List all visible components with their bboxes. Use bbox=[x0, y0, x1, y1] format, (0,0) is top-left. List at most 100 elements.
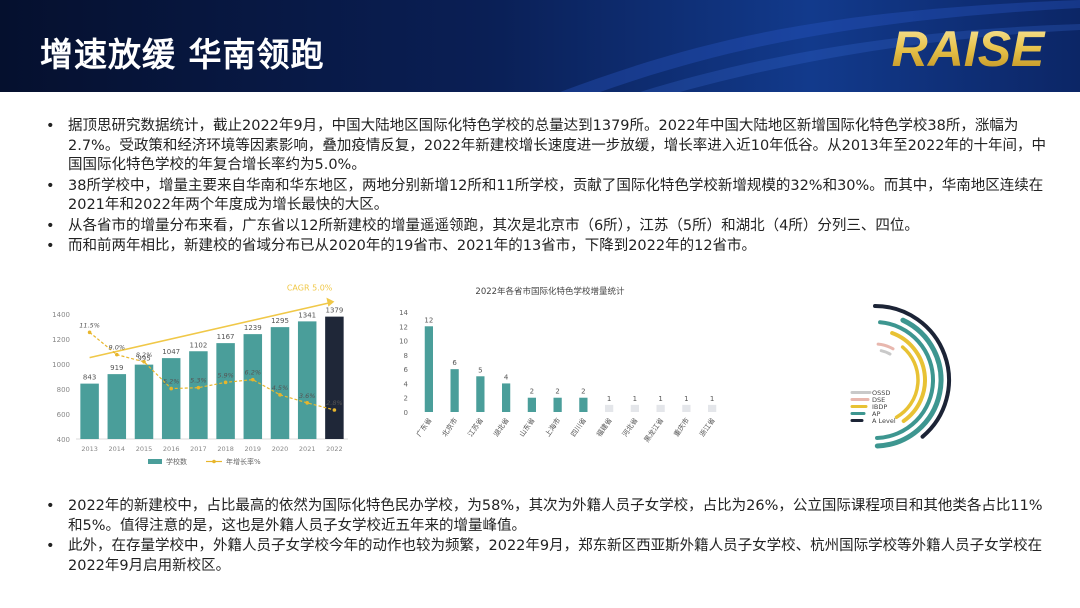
x-tick-label: 2017 bbox=[190, 445, 207, 453]
growth-rate-label: 3.6% bbox=[299, 392, 316, 400]
bar-value-label: 1 bbox=[710, 395, 714, 403]
bullet-item: 据顶思研究数据统计，截止2022年9月，中国大陆地区国际化特色学校的总量达到13… bbox=[40, 117, 1050, 176]
bar bbox=[270, 327, 290, 439]
bar-value-label: 1239 bbox=[244, 324, 262, 332]
legend-label: 年增长率% bbox=[226, 457, 261, 466]
bar-value-label: 6 bbox=[452, 359, 457, 367]
cagr-trend-line bbox=[89, 301, 331, 359]
bar bbox=[579, 397, 588, 412]
bar bbox=[553, 397, 562, 412]
bar-value-label: 5 bbox=[478, 366, 482, 374]
bar-value-label: 1 bbox=[607, 395, 611, 403]
province-increase-chart: 2022年各省市国际化特色学校增量统计0246810121412广东省6北京市5… bbox=[399, 286, 717, 444]
growth-rate-label: 5.9% bbox=[217, 371, 234, 379]
growth-rate-label: 2.8% bbox=[326, 399, 343, 407]
y-tick-label: 2 bbox=[404, 395, 408, 403]
bar bbox=[527, 397, 536, 412]
growth-rate-label: 9.0% bbox=[109, 344, 126, 352]
school-count-chart: 400 600 800 1000 1200 1400 843 2013 919 2014 995 20… bbox=[52, 284, 348, 466]
bar bbox=[243, 334, 263, 439]
bar bbox=[476, 376, 485, 412]
summary-bullets: 据顶思研究数据统计，截止2022年9月，中国大陆地区国际化特色学校的总量达到13… bbox=[40, 117, 1050, 258]
legend-swatch-bar bbox=[148, 459, 162, 464]
y-tick-label: 1200 bbox=[52, 336, 70, 344]
bar bbox=[682, 404, 691, 412]
bullet-item: 从各省市的增量分布来看，广东省以12所新建校的增量遥遥领跑，其次是北京市（6所）… bbox=[40, 217, 1050, 237]
raise-logo: RAISE bbox=[892, 21, 1046, 77]
legend-label: OSSD bbox=[872, 389, 890, 397]
curriculum-arc bbox=[876, 342, 895, 351]
x-tick-label: 重庆市 bbox=[672, 416, 691, 438]
bar bbox=[656, 404, 665, 412]
y-tick-label: 10 bbox=[399, 338, 408, 346]
growth-rate-label: 8.2% bbox=[136, 351, 153, 359]
bar-value-label: 1102 bbox=[189, 341, 207, 349]
y-tick-label: 8 bbox=[404, 352, 408, 360]
x-tick-label: 江苏省 bbox=[466, 416, 485, 438]
x-tick-label: 湖北省 bbox=[491, 416, 510, 438]
y-tick-label: 4 bbox=[404, 380, 409, 388]
bar bbox=[708, 404, 717, 412]
detail-bullets: 2022年的新建校中，占比最高的依然为国际化特色民办学校，为58%，其次为外籍人… bbox=[40, 497, 1050, 577]
cagr-label: CAGR 5.0% bbox=[287, 284, 333, 293]
x-tick-label: 福建省 bbox=[594, 416, 613, 438]
growth-rate-label: 5.2% bbox=[163, 378, 180, 386]
x-tick-label: 2014 bbox=[109, 445, 126, 453]
growth-rate-point bbox=[251, 377, 255, 382]
bar bbox=[630, 404, 639, 412]
legend-label: A Level bbox=[872, 417, 896, 425]
bar bbox=[161, 358, 181, 439]
legend-swatch-point bbox=[212, 459, 216, 464]
growth-rate-point bbox=[169, 386, 173, 391]
bar bbox=[424, 326, 433, 412]
growth-rate-line bbox=[89, 331, 335, 411]
x-tick-label: 上海市 bbox=[543, 416, 562, 438]
bar-value-label: 2 bbox=[555, 388, 559, 396]
x-tick-label: 2018 bbox=[217, 445, 234, 453]
curriculum-arc bbox=[874, 317, 944, 449]
x-tick-label: 河北省 bbox=[620, 416, 639, 438]
curriculum-arc bbox=[894, 345, 920, 419]
bullet-item: 而和前两年相比，新建校的省域分布已从2020年的19省市、2021年的13省市，… bbox=[40, 237, 1050, 257]
bar bbox=[502, 383, 511, 412]
bar-value-label: 995 bbox=[137, 355, 150, 363]
growth-rate-label: 5.3% bbox=[190, 377, 207, 385]
y-tick-label: 600 bbox=[57, 411, 70, 419]
legend-label: 学校数 bbox=[166, 457, 187, 466]
y-tick-label: 800 bbox=[57, 386, 70, 394]
growth-rate-point bbox=[142, 359, 146, 364]
x-tick-label: 2016 bbox=[163, 445, 180, 453]
bullet-item: 此外，在存量学校中，外籍人员子女学校今年的动作也较为频繁，2022年9月，郑东新… bbox=[40, 537, 1050, 576]
bar bbox=[107, 374, 127, 439]
x-tick-label: 广东省 bbox=[414, 416, 433, 438]
x-tick-label: 2021 bbox=[299, 445, 316, 453]
x-tick-label: 山东省 bbox=[517, 416, 536, 438]
growth-rate-point bbox=[87, 330, 92, 335]
bar bbox=[189, 351, 208, 439]
bar-value-label: 1 bbox=[658, 395, 662, 403]
bar-value-label: 12 bbox=[424, 316, 433, 324]
bar-value-label: 1295 bbox=[271, 317, 289, 325]
chart-title: 2022年各省市国际化特色学校增量统计 bbox=[475, 286, 625, 297]
growth-rate-label: 4.5% bbox=[272, 384, 289, 392]
growth-rate-point bbox=[115, 352, 119, 357]
bar-value-label: 1379 bbox=[325, 307, 343, 315]
growth-rate-point bbox=[278, 393, 282, 397]
bar-value-label: 1047 bbox=[162, 348, 180, 356]
legend-label: AP bbox=[872, 410, 880, 418]
header-swoosh-decoration bbox=[560, 0, 1080, 92]
curriculum-arc bbox=[875, 320, 935, 440]
y-tick-label: 1000 bbox=[52, 361, 70, 369]
bar bbox=[297, 321, 317, 439]
x-tick-label: 2013 bbox=[81, 445, 98, 453]
bar-value-label: 2 bbox=[530, 388, 534, 396]
x-tick-label: 2015 bbox=[136, 445, 153, 453]
y-tick-label: 0 bbox=[404, 409, 408, 417]
y-tick-label: 14 bbox=[399, 309, 408, 317]
curriculum-arc bbox=[879, 349, 892, 356]
bar-value-label: 1341 bbox=[298, 311, 316, 319]
page-title: 增速放缓 华南领跑 bbox=[40, 35, 325, 74]
bar bbox=[325, 316, 344, 439]
y-tick-label: 400 bbox=[57, 436, 70, 444]
bar-value-label: 4 bbox=[504, 373, 509, 381]
